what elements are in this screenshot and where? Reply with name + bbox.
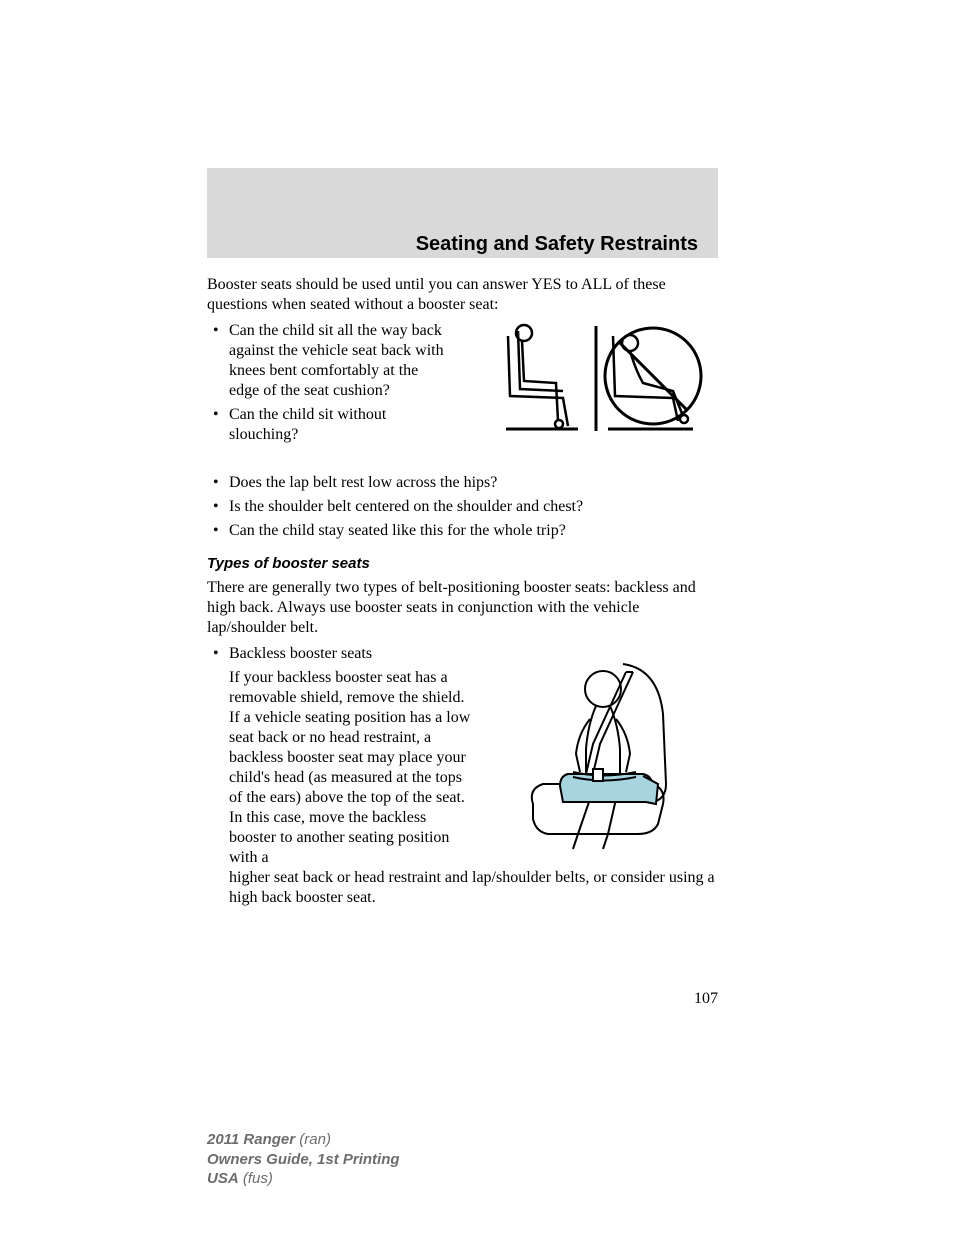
backless-block: Backless booster seats If your backless …: [207, 644, 718, 908]
seat-posture-diagram: [488, 321, 718, 441]
footer-model: 2011 Ranger: [207, 1131, 295, 1148]
intro-paragraph: Booster seats should be used until you c…: [207, 275, 718, 315]
bullet-item: Can the child sit all the way back again…: [207, 321, 452, 401]
backless-para-continue: higher seat back or head restraint and l…: [207, 868, 718, 908]
footer-line-3: USA (fus): [207, 1169, 400, 1189]
page-content: Booster seats should be used until you c…: [207, 275, 718, 908]
backless-para-narrow: If your backless booster seat has a remo…: [207, 668, 477, 868]
bullet-item: Can the child stay seated like this for …: [207, 521, 718, 541]
bullet-item: Is the shoulder belt centered on the sho…: [207, 497, 718, 517]
footer-code-2: (fus): [239, 1170, 273, 1187]
bullet-item: Can the child sit without slouching?: [207, 405, 452, 445]
types-paragraph: There are generally two types of belt-po…: [207, 578, 718, 638]
footer-country: USA: [207, 1170, 239, 1187]
bullet-item: Does the lap belt rest low across the hi…: [207, 473, 718, 493]
footer-line-2: Owners Guide, 1st Printing: [207, 1150, 400, 1170]
bullets-with-diagram: Can the child sit all the way back again…: [207, 321, 718, 445]
bullets-narrow: Can the child sit all the way back again…: [207, 321, 452, 445]
footer-line-1: 2011 Ranger (ran): [207, 1130, 400, 1150]
footer-block: 2011 Ranger (ran) Owners Guide, 1st Prin…: [207, 1130, 400, 1189]
footer-code-1: (ran): [295, 1131, 331, 1148]
bullets-full: Does the lap belt rest low across the hi…: [207, 473, 718, 541]
child-booster-diagram: [508, 654, 698, 854]
page-number: 107: [694, 990, 718, 1008]
types-subheading: Types of booster seats: [207, 555, 718, 574]
section-title: Seating and Safety Restraints: [207, 233, 718, 256]
